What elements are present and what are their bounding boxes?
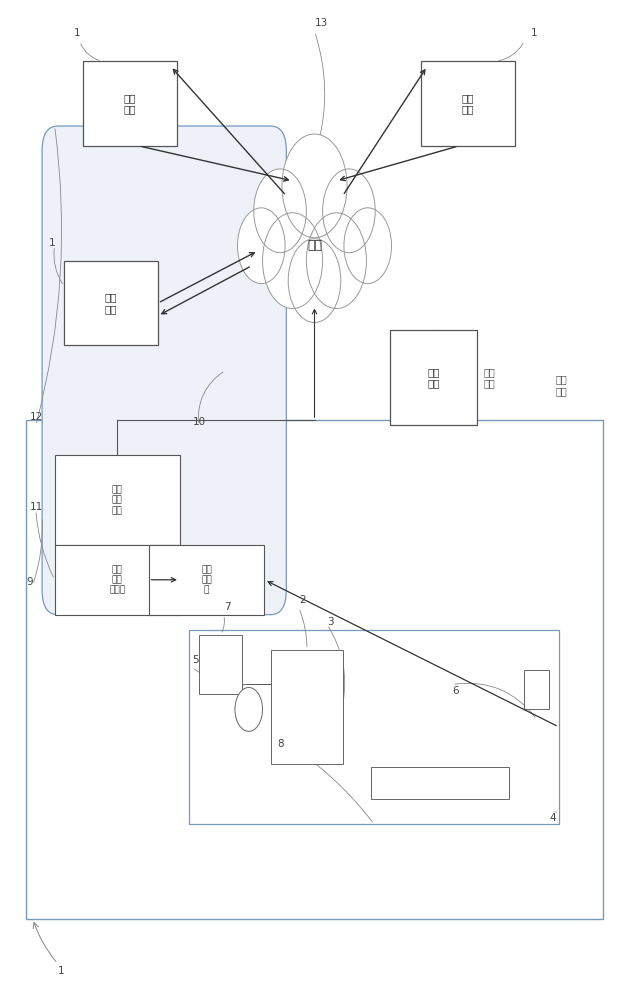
- Text: 2: 2: [299, 595, 306, 605]
- Circle shape: [262, 213, 323, 309]
- Text: 13: 13: [314, 18, 328, 28]
- FancyBboxPatch shape: [83, 61, 177, 146]
- Text: 6: 6: [452, 686, 459, 696]
- Circle shape: [344, 208, 391, 284]
- Text: 电梯
系统: 电梯 系统: [104, 292, 117, 314]
- Text: 1: 1: [74, 28, 80, 38]
- Text: 11: 11: [30, 502, 43, 512]
- Text: 3: 3: [327, 617, 333, 627]
- Text: 5: 5: [192, 655, 199, 665]
- Circle shape: [306, 213, 367, 309]
- Circle shape: [253, 169, 306, 253]
- Circle shape: [323, 169, 376, 253]
- FancyBboxPatch shape: [64, 261, 158, 345]
- FancyBboxPatch shape: [55, 545, 180, 615]
- Text: 网络: 网络: [307, 239, 322, 252]
- FancyBboxPatch shape: [525, 670, 549, 709]
- FancyBboxPatch shape: [270, 650, 343, 764]
- Text: 指令
分配
区划: 指令 分配 区划: [112, 485, 123, 515]
- Text: 4: 4: [549, 813, 556, 823]
- FancyBboxPatch shape: [26, 420, 603, 919]
- Text: 电梯
系统: 电梯 系统: [123, 93, 136, 114]
- Circle shape: [238, 208, 285, 284]
- Text: 运行
指令
执行器: 运行 指令 执行器: [109, 565, 125, 595]
- FancyBboxPatch shape: [371, 767, 509, 799]
- FancyBboxPatch shape: [421, 61, 515, 146]
- Text: 电梯
系统: 电梯 系统: [556, 375, 568, 396]
- Text: 1: 1: [58, 966, 64, 976]
- Text: 8: 8: [277, 739, 284, 749]
- Text: 电梯
系统: 电梯 系统: [462, 93, 474, 114]
- FancyBboxPatch shape: [148, 545, 264, 615]
- Text: 电梯
系统: 电梯 系统: [427, 367, 440, 389]
- FancyBboxPatch shape: [199, 635, 243, 694]
- Circle shape: [235, 687, 262, 731]
- Text: 9: 9: [26, 577, 33, 587]
- Circle shape: [288, 239, 341, 322]
- Circle shape: [282, 134, 347, 238]
- Text: 12: 12: [30, 412, 43, 422]
- Text: 1: 1: [48, 238, 55, 248]
- FancyBboxPatch shape: [55, 455, 180, 545]
- Text: 10: 10: [192, 417, 206, 427]
- FancyBboxPatch shape: [389, 330, 477, 425]
- Text: 1: 1: [530, 28, 537, 38]
- Text: 电梯
系统: 电梯 系统: [484, 367, 495, 389]
- FancyBboxPatch shape: [42, 126, 286, 615]
- Text: 7: 7: [224, 602, 230, 612]
- FancyBboxPatch shape: [189, 630, 559, 824]
- Text: 数据
处理
器: 数据 处理 器: [201, 565, 212, 595]
